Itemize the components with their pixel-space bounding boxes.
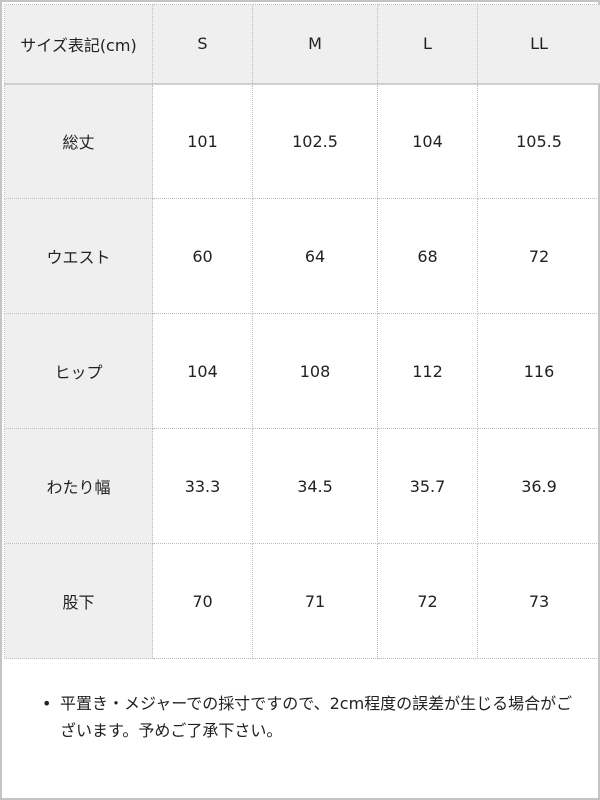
table-cell: 34.5 bbox=[252, 428, 378, 544]
table-cell: 108 bbox=[252, 313, 378, 429]
row-label: ヒップ bbox=[4, 313, 153, 429]
table-row: わたり幅 33.3 34.5 35.7 36.9 bbox=[4, 428, 600, 544]
table-cell: 71 bbox=[252, 543, 378, 659]
row-label: わたり幅 bbox=[4, 428, 153, 544]
table-cell: 60 bbox=[152, 198, 253, 314]
table-header-row: サイズ表記(cm) S M L LL bbox=[4, 4, 600, 85]
table-cell: 72 bbox=[377, 543, 478, 659]
table-cell: 36.9 bbox=[477, 428, 600, 544]
table-row: 総丈 101 102.5 104 105.5 bbox=[4, 83, 600, 199]
table-cell: 101 bbox=[152, 83, 253, 199]
bullet-icon: • bbox=[42, 694, 52, 713]
table-cell: 112 bbox=[377, 313, 478, 429]
table-cell: 105.5 bbox=[477, 83, 600, 199]
table-cell: 102.5 bbox=[252, 83, 378, 199]
table-cell: 72 bbox=[477, 198, 600, 314]
table-row: ウエスト 60 64 68 72 bbox=[4, 198, 600, 314]
row-label: 総丈 bbox=[4, 83, 153, 199]
header-cell: サイズ表記(cm) bbox=[4, 4, 153, 85]
row-label: ウエスト bbox=[4, 198, 153, 314]
size-table: サイズ表記(cm) S M L LL 総丈 101 102.5 104 105.… bbox=[4, 4, 600, 659]
row-label: 股下 bbox=[4, 543, 153, 659]
table-cell: 73 bbox=[477, 543, 600, 659]
header-cell: M bbox=[252, 4, 378, 85]
table-cell: 104 bbox=[152, 313, 253, 429]
table-cell: 64 bbox=[252, 198, 378, 314]
header-cell: L bbox=[377, 4, 478, 85]
table-cell: 68 bbox=[377, 198, 478, 314]
note-text: 平置き・メジャーでの採寸ですので、2cm程度の誤差が生じる場合がございます。予め… bbox=[60, 694, 573, 740]
table-cell: 116 bbox=[477, 313, 600, 429]
header-cell: LL bbox=[477, 4, 600, 85]
table-cell: 35.7 bbox=[377, 428, 478, 544]
table-row: ヒップ 104 108 112 116 bbox=[4, 313, 600, 429]
measurement-note: • 平置き・メジャーでの採寸ですので、2cm程度の誤差が生じる場合がございます。… bbox=[42, 690, 582, 744]
table-row: 股下 70 71 72 73 bbox=[4, 543, 600, 659]
table-cell: 104 bbox=[377, 83, 478, 199]
header-cell: S bbox=[152, 4, 253, 85]
table-cell: 33.3 bbox=[152, 428, 253, 544]
table-cell: 70 bbox=[152, 543, 253, 659]
